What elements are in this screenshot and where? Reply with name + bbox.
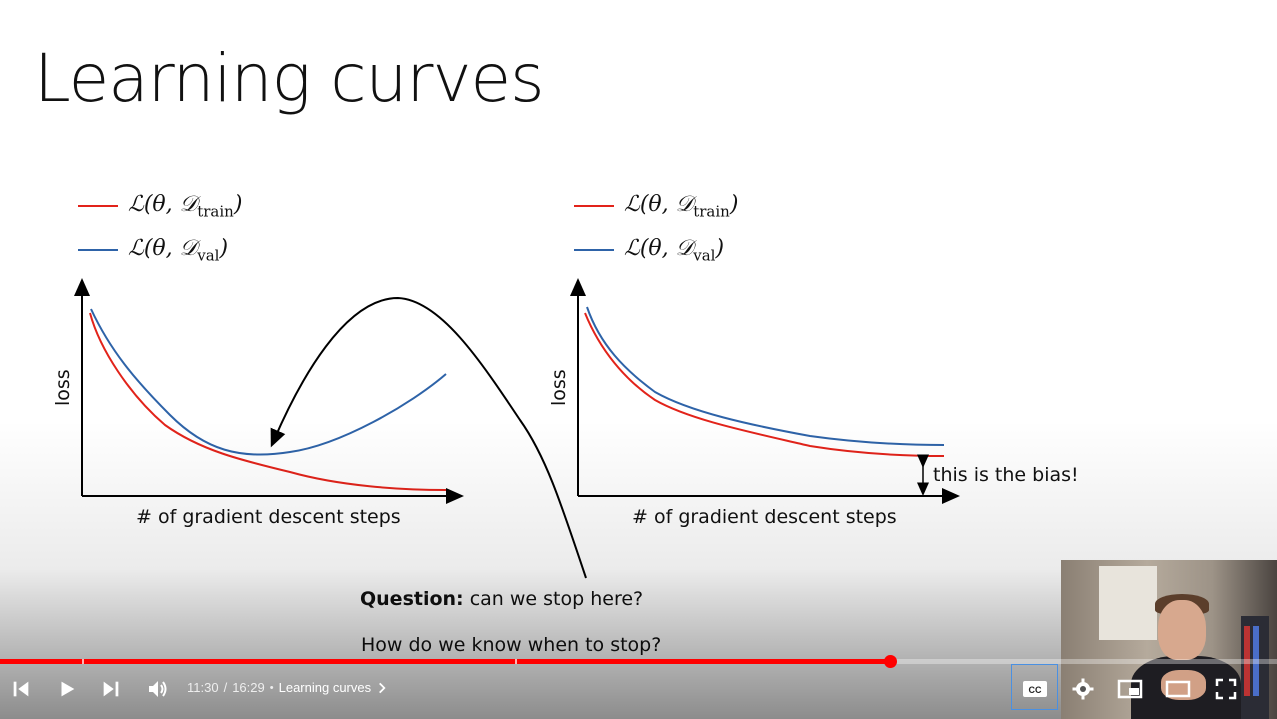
left-x-label: # of gradient descent steps bbox=[136, 506, 401, 528]
miniplayer-button[interactable] bbox=[1112, 672, 1148, 706]
miniplayer-icon bbox=[1117, 679, 1143, 699]
slide-title: Learning curves bbox=[34, 40, 545, 117]
left-legend-train: ℒ(θ, 𝒟train) bbox=[78, 192, 242, 220]
question-text: Question: can we stop here? bbox=[360, 588, 644, 610]
right-val-curve bbox=[586, 306, 945, 446]
previous-button[interactable] bbox=[3, 672, 39, 706]
theater-mode-icon bbox=[1165, 680, 1191, 698]
settings-button[interactable] bbox=[1065, 672, 1101, 706]
legend-line-train bbox=[78, 205, 118, 208]
legend-line-val bbox=[574, 249, 614, 252]
chapter-marker bbox=[514, 659, 517, 664]
left-y-label: loss bbox=[52, 369, 74, 406]
right-legend-val: ℒ(θ, 𝒟val) bbox=[574, 236, 724, 264]
progress-played bbox=[0, 659, 891, 664]
progress-scrubber[interactable] bbox=[884, 655, 898, 668]
question-2-text: How do we know when to stop? bbox=[361, 634, 662, 656]
captions-button[interactable]: CC bbox=[1017, 672, 1053, 706]
chapter-marker bbox=[81, 659, 84, 664]
chapter-title[interactable]: Learning curves bbox=[278, 680, 372, 695]
chevron-right-icon bbox=[379, 682, 386, 693]
theater-mode-button[interactable] bbox=[1160, 672, 1196, 706]
cc-focus-ring bbox=[1011, 664, 1058, 710]
legend-line-train bbox=[574, 205, 614, 208]
duration: 16:29 bbox=[232, 680, 265, 695]
fullscreen-button[interactable] bbox=[1208, 672, 1244, 706]
next-button[interactable] bbox=[93, 672, 129, 706]
svg-text:CC: CC bbox=[1029, 685, 1042, 695]
right-y-label: loss bbox=[548, 369, 570, 406]
closed-captions-icon: CC bbox=[1023, 681, 1047, 697]
skip-next-icon bbox=[103, 681, 119, 697]
question-pointer-arrow bbox=[270, 296, 587, 579]
volume-icon bbox=[149, 681, 167, 697]
right-legend-train: ℒ(θ, 𝒟train) bbox=[574, 192, 738, 220]
time-display: 11:30 / 16:29 • Learning curves bbox=[187, 680, 389, 695]
left-train-curve bbox=[89, 312, 447, 491]
play-icon bbox=[61, 681, 75, 697]
player-controls: 11:30 / 16:29 • Learning curves CC bbox=[0, 664, 1277, 712]
bias-annotation: this is the bias! bbox=[933, 464, 1079, 486]
fullscreen-icon bbox=[1215, 678, 1237, 700]
skip-previous-icon bbox=[13, 681, 29, 697]
presenter-webcam bbox=[1061, 560, 1277, 719]
current-time: 11:30 bbox=[187, 680, 219, 695]
play-button[interactable] bbox=[49, 672, 85, 706]
legend-line-val bbox=[78, 249, 118, 252]
left-val-curve bbox=[90, 308, 447, 456]
settings-gear-icon bbox=[1072, 678, 1094, 700]
volume-button[interactable] bbox=[140, 672, 176, 706]
right-x-label: # of gradient descent steps bbox=[632, 506, 897, 528]
right-train-curve bbox=[584, 312, 945, 457]
left-legend-val: ℒ(θ, 𝒟val) bbox=[78, 236, 228, 264]
progress-bar[interactable] bbox=[0, 655, 1277, 668]
